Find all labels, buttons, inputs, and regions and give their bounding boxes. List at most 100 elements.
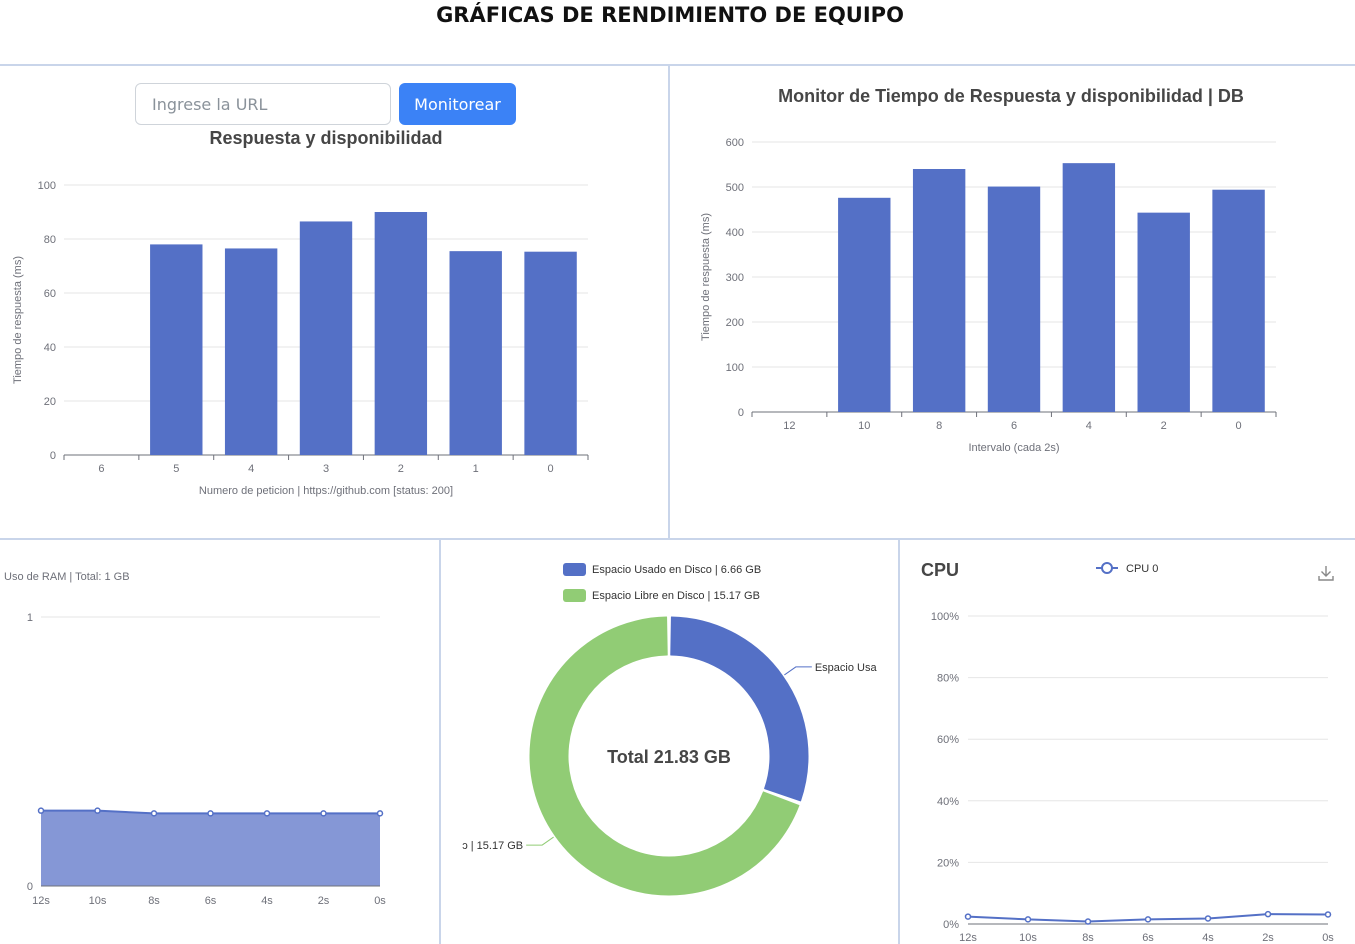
slice-label: ɔ | 15.17 GB: [462, 840, 523, 852]
bar: [1212, 189, 1265, 412]
db-chart-panel: Monitor de Tiempo de Respuesta y disponi…: [670, 64, 1355, 540]
page-title: GRÁFICAS DE RENDIMIENTO DE EQUIPO: [436, 3, 904, 27]
donut-slice: [529, 616, 800, 896]
response-chart-panel: Monitorear Respuesta y disponibilidad 0 20…: [0, 64, 670, 540]
y-tick-label: 200: [726, 317, 744, 329]
y-tick-label: 300: [726, 272, 744, 284]
legend-swatch: [563, 563, 586, 576]
data-point: [964, 913, 972, 920]
y-tick-label: 500: [726, 182, 744, 194]
chart-title: Uso de RAM | Total: 1 GB: [4, 571, 130, 583]
x-tick-label: 2s: [1262, 932, 1274, 944]
y-tick-label: 0: [738, 407, 744, 419]
x-tick-label: 8s: [148, 895, 160, 907]
cpu-chart: CPU CPU 0 0% 20% 40% 60% 80% 100% 12s 10s 8s 6s 4s 2s…: [921, 560, 1334, 944]
y-tick-label: 60%: [937, 734, 959, 746]
y-tick-label: 40%: [937, 796, 959, 808]
x-tick-label: 10s: [89, 895, 107, 907]
x-tick-label: 10: [858, 420, 870, 432]
y-tick-label: 1: [27, 612, 33, 624]
x-tick-label: 2: [1161, 420, 1167, 432]
url-input[interactable]: [135, 83, 391, 125]
label-leader: [784, 666, 812, 676]
data-point: [1144, 916, 1152, 923]
ram-chart: Uso de RAM | Total: 1 GB 0 1 12s 10s 8s 6s 4s 2s…: [4, 571, 386, 907]
legend-marker: [1101, 562, 1113, 574]
label-leader: [526, 836, 554, 846]
x-tick-label: 4s: [261, 895, 273, 907]
ram-area: [41, 810, 380, 886]
legend-label: Espacio Usado en Disco | 6.66 GB: [592, 564, 761, 576]
legend-swatch: [563, 589, 586, 602]
bar: [374, 212, 428, 455]
y-tick-label: 0%: [943, 919, 959, 931]
bar: [912, 169, 966, 412]
x-tick-label: 6s: [1142, 932, 1154, 944]
x-tick-label: 4s: [1202, 932, 1214, 944]
y-tick-label: 40: [44, 342, 56, 354]
data-point: [150, 810, 158, 817]
x-tick-label: 6: [98, 463, 104, 475]
x-tick-label: 1: [473, 463, 479, 475]
x-tick-label: 12s: [959, 932, 977, 944]
y-axis-label: Tiempo de respuesta (ms): [12, 256, 24, 384]
x-tick-label: 12: [783, 420, 795, 432]
db-chart: Monitor de Tiempo de Respuesta y disponi…: [700, 86, 1277, 454]
data-point: [320, 810, 327, 817]
chart-title: Respuesta y disponibilidad: [209, 128, 442, 148]
disk-chart-panel: Espacio Usado en Disco | 6.66 GB Espacio …: [441, 539, 900, 944]
x-tick-label: 8: [936, 420, 942, 432]
bar: [524, 251, 577, 455]
bar: [150, 244, 203, 455]
x-tick-label: 6: [1011, 420, 1017, 432]
legend-label: CPU 0: [1126, 563, 1158, 575]
download-icon[interactable]: [1316, 563, 1336, 583]
x-tick-label: 8s: [1082, 932, 1094, 944]
donut-slice: [670, 616, 809, 802]
bar: [449, 251, 502, 455]
x-tick-label: 0s: [1322, 932, 1334, 944]
data-point: [1264, 910, 1272, 918]
y-tick-label: 60: [44, 288, 56, 300]
x-tick-label: 4: [248, 463, 254, 475]
y-tick-label: 100: [726, 362, 744, 374]
x-tick-label: 0: [1236, 420, 1242, 432]
ram-chart-panel: Uso de RAM | Total: 1 GB 0 1 12s 10s 8s 6s 4s 2s…: [0, 539, 441, 944]
x-tick-label: 3: [323, 463, 329, 475]
x-tick-label: 6s: [205, 895, 217, 907]
y-tick-label: 80%: [937, 673, 959, 685]
data-point: [207, 810, 214, 817]
y-tick-label: 0: [50, 450, 56, 462]
bar: [1062, 163, 1116, 412]
data-point: [263, 810, 271, 817]
chart-title: CPU: [921, 560, 959, 580]
data-point: [376, 810, 384, 817]
monitor-button[interactable]: Monitorear: [399, 83, 516, 125]
x-tick-label: 12s: [32, 895, 50, 907]
chart-title: Monitor de Tiempo de Respuesta y disponi…: [778, 86, 1244, 106]
data-point: [1204, 915, 1212, 922]
y-tick-label: 20: [44, 396, 56, 408]
y-tick-label: 400: [726, 227, 744, 239]
x-tick-label: 2s: [318, 895, 330, 907]
y-tick-label: 100: [38, 180, 56, 192]
x-tick-label: 5: [173, 463, 179, 475]
cpu-chart-panel: CPU CPU 0 0% 20% 40% 60% 80% 100% 12s 10s 8s 6s 4s 2s…: [900, 539, 1355, 944]
y-axis-label: Tiempo de respuesta (ms): [700, 213, 712, 341]
y-tick-label: 80: [44, 234, 56, 246]
x-tick-label: 10s: [1019, 932, 1037, 944]
y-tick-label: 600: [726, 137, 744, 149]
bar: [299, 221, 353, 455]
data-point: [1324, 911, 1332, 918]
x-tick-label: 0: [548, 463, 554, 475]
data-point: [1024, 916, 1032, 923]
y-tick-label: 20%: [937, 857, 959, 869]
legend-label: Espacio Libre en Disco | 15.17 GB: [592, 590, 760, 602]
data-point: [37, 807, 45, 814]
bar: [1137, 212, 1190, 412]
data-point: [1084, 918, 1092, 925]
bar: [838, 197, 891, 412]
x-tick-label: 0s: [374, 895, 386, 907]
x-axis-label: Numero de peticion | https://github.com …: [199, 485, 453, 497]
bar: [987, 186, 1041, 412]
